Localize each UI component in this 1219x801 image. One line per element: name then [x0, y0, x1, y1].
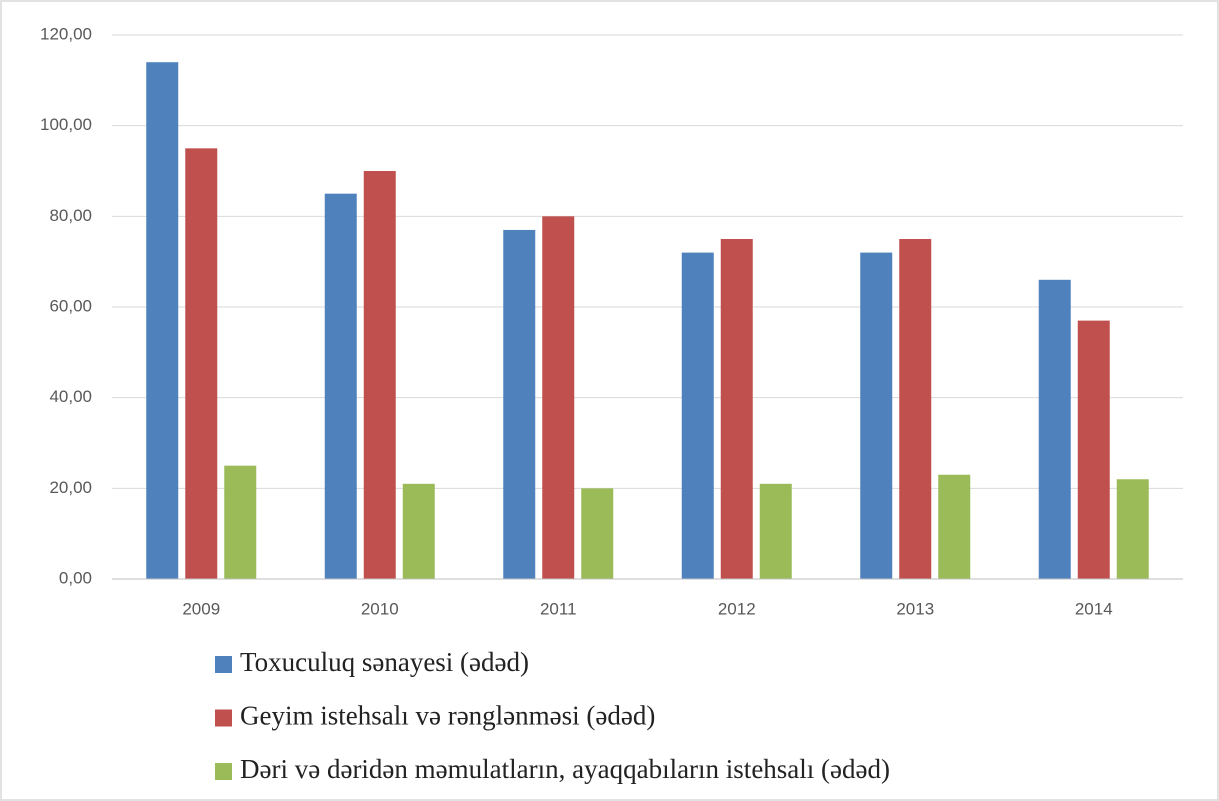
bar [542, 216, 575, 580]
bar [759, 483, 792, 579]
legend-swatch [215, 656, 232, 673]
y-tick-label: 20,00 [49, 478, 92, 497]
x-tick-label: 2014 [1075, 599, 1113, 618]
bar [324, 193, 357, 579]
x-tick-label: 2013 [896, 599, 934, 618]
legend-label: Geyim istehsalı və rənglənməsi (ədəd) [240, 701, 655, 731]
bar [1038, 279, 1071, 579]
legend-swatch [215, 763, 232, 780]
legend-label: Toxuculuq sənayesi (ədəd) [240, 647, 529, 677]
legend-swatch [215, 709, 232, 727]
bar [363, 171, 396, 579]
bar [938, 474, 971, 579]
y-tick-label: 120,00 [40, 24, 92, 43]
x-tick-label: 2012 [718, 599, 756, 618]
y-tick-label: 40,00 [49, 387, 92, 406]
legend-label: Dəri və dəridən məmulatların, ayaqqabıla… [240, 754, 890, 784]
y-tick-label: 0,00 [59, 568, 92, 587]
x-tick-label: 2009 [182, 599, 220, 618]
bar [581, 488, 614, 579]
x-tick-label: 2011 [540, 599, 577, 618]
bar [1077, 320, 1110, 579]
y-tick-label: 60,00 [49, 296, 92, 315]
bar [720, 239, 753, 579]
bar [681, 252, 714, 579]
bar [185, 148, 218, 580]
bar [146, 62, 179, 579]
bar [224, 465, 257, 579]
y-tick-label: 100,00 [40, 115, 92, 134]
bar [402, 483, 435, 579]
bar [860, 252, 893, 579]
bar [1116, 479, 1149, 579]
x-tick-label: 2010 [361, 599, 399, 618]
bar [503, 229, 536, 579]
bar [899, 239, 932, 579]
y-tick-label: 80,00 [49, 206, 92, 225]
